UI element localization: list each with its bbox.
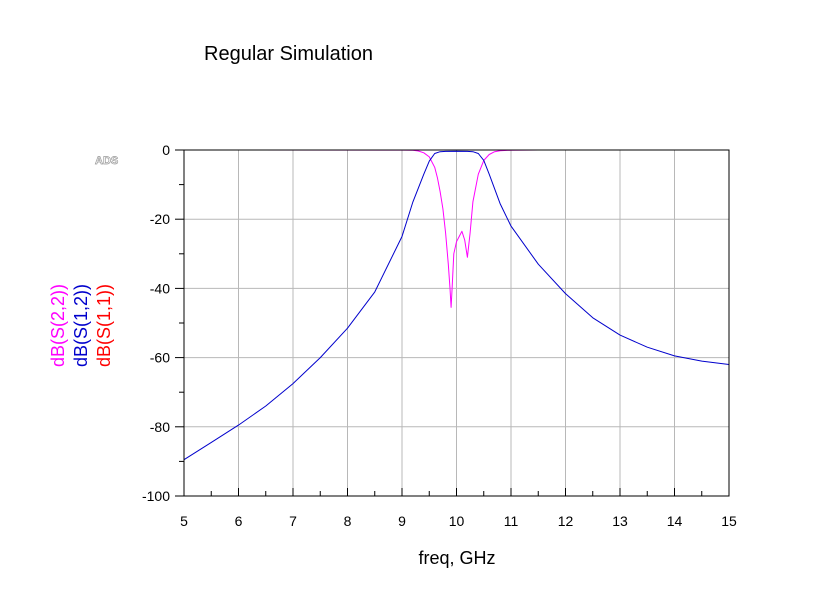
y-axis-legend: dB(S(2,2)) dB(S(1,2)) dB(S(1,1)): [48, 279, 114, 367]
series-line-s22: [183, 149, 729, 308]
y-tick-label: -20: [150, 211, 170, 227]
axis-tick-labels: 5 6 7 8 9 10 11 12 13 14 15 0 -20 -40 -60 -80 -100: [142, 142, 737, 529]
x-tick-label: 12: [558, 513, 574, 529]
x-tick-label: 14: [667, 513, 683, 529]
legend-s12: dB(S(1,2)): [71, 284, 91, 367]
x-tick-label: 13: [612, 513, 628, 529]
x-tick-label: 11: [504, 513, 519, 529]
x-tick-label: 5: [180, 513, 188, 529]
x-tick-label: 15: [721, 513, 737, 529]
y-tick-label: -40: [150, 280, 170, 296]
y-tick-label: -60: [150, 350, 170, 366]
legend-s11: dB(S(1,1)): [94, 284, 114, 367]
series-line-s12: [183, 150, 730, 461]
axis-ticks: [175, 149, 730, 497]
x-axis-label: freq, GHz: [418, 548, 495, 568]
x-tick-label: 6: [235, 513, 243, 529]
grid: [184, 150, 729, 496]
ads-logo: ADS: [95, 155, 118, 167]
plot-frame: [183, 149, 730, 497]
x-tick-label: 8: [344, 513, 352, 529]
y-tick-label: -100: [142, 488, 170, 504]
y-tick-label: -80: [150, 419, 170, 435]
chart-title: Regular Simulation: [204, 43, 373, 65]
legend-s22: dB(S(2,2)): [48, 284, 68, 367]
x-tick-label: 10: [449, 513, 465, 529]
x-tick-label: 9: [398, 513, 406, 529]
y-tick-label: 0: [162, 142, 170, 158]
x-tick-label: 7: [289, 513, 297, 529]
svg-text:dB(S(2,2)) dB(S(1,2)): dB(S(2,2)) dB(S(1,2)) dB(S(1,1)): [48, 279, 114, 367]
